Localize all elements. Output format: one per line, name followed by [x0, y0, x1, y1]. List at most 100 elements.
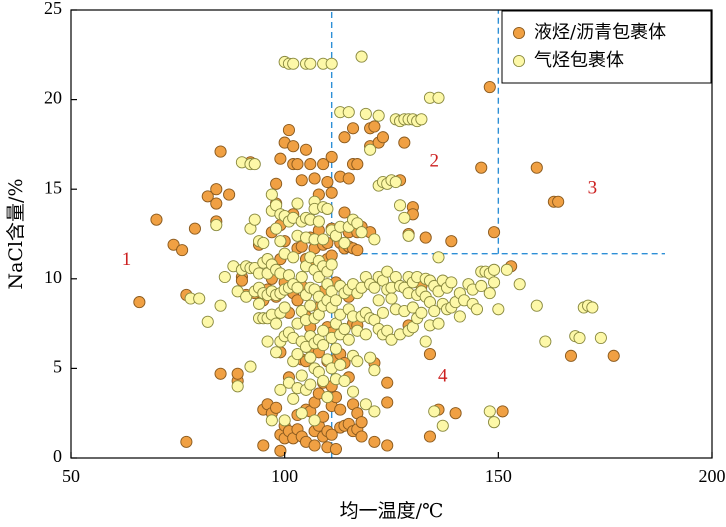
gas-point: [312, 215, 325, 228]
liquid-point: [419, 231, 432, 244]
liquid-point: [325, 150, 338, 163]
gas-point: [428, 405, 441, 418]
liquid-point: [381, 439, 394, 452]
y-axis-title: NaCl含量/%: [5, 178, 27, 289]
gas-point: [257, 236, 270, 250]
gas-point: [453, 310, 466, 323]
gas-point: [304, 299, 317, 312]
liquid-point: [176, 244, 189, 257]
gas-point: [329, 294, 342, 307]
gas-point: [432, 251, 445, 264]
gas-point: [372, 294, 385, 307]
gas-point: [355, 226, 368, 239]
gas-point: [321, 391, 334, 404]
liquid-point: [475, 161, 488, 174]
liquid-point: [317, 158, 330, 171]
liquid-point: [346, 122, 360, 135]
liquid-point: [167, 238, 180, 251]
gas-point: [359, 398, 372, 411]
liquid-point: [180, 435, 193, 448]
gas-point: [218, 270, 231, 284]
gas-point: [368, 281, 381, 294]
liquid-point: [496, 405, 509, 418]
region-label-1: 1: [122, 249, 132, 270]
liquid-point: [291, 294, 304, 307]
x-tick-label: 150: [485, 466, 512, 486]
gas-point: [573, 331, 586, 344]
liquid-point: [368, 435, 381, 448]
liquid-point: [133, 296, 146, 309]
gas-point: [265, 188, 278, 201]
region-label-2: 2: [429, 151, 439, 172]
gas-point: [368, 233, 381, 246]
gas-point: [385, 333, 398, 346]
gas-point: [432, 317, 445, 330]
gas-point: [355, 50, 368, 63]
axes: 50 100 150 200 0 5 10 15 20 25: [44, 0, 726, 486]
liquid-point: [445, 235, 458, 248]
liquid-point: [270, 401, 283, 414]
gas-point: [287, 392, 300, 405]
liquid-point: [274, 444, 287, 457]
gas-point: [415, 113, 428, 126]
liquid-point: [488, 226, 501, 239]
liquid-point: [282, 124, 295, 137]
gas-point: [470, 303, 484, 316]
liquid-point: [257, 439, 270, 452]
gas-point: [513, 278, 526, 291]
legend-marker: [512, 26, 526, 40]
liquid-point: [355, 416, 368, 429]
liquid-point: [214, 367, 227, 380]
liquid-point: [351, 158, 364, 171]
gas-point: [334, 358, 347, 371]
liquid-point: [368, 120, 381, 133]
liquid-point: [338, 131, 351, 144]
liquid-point: [355, 430, 368, 443]
liquid-point: [210, 197, 223, 210]
gas-point: [338, 322, 351, 336]
legend-label: 液烃/沥青包裹体: [534, 22, 666, 43]
gas-point: [291, 348, 304, 361]
gas-point: [351, 355, 364, 368]
series-gas-hydrocarbon-points: [184, 50, 607, 432]
gas-point: [432, 91, 445, 104]
gas-point: [270, 346, 283, 359]
gas-point: [240, 290, 253, 303]
x-tick-label: 50: [62, 466, 80, 486]
gas-point: [304, 57, 317, 70]
gas-point: [483, 405, 496, 418]
liquid-point: [334, 403, 347, 416]
region-label-3: 3: [588, 178, 598, 199]
liquid-point: [308, 439, 321, 452]
liquid-point: [607, 349, 620, 362]
gas-point: [492, 303, 505, 316]
liquid-point: [325, 428, 338, 441]
liquid-point: [381, 376, 394, 389]
liquid-point: [308, 172, 321, 185]
gas-point: [539, 335, 552, 348]
gas-point: [338, 236, 351, 250]
gas-point: [304, 378, 317, 391]
gas-point: [265, 414, 278, 427]
x-tick-label: 200: [699, 466, 726, 486]
y-tick-label: 15: [44, 177, 62, 197]
gas-point: [500, 263, 513, 276]
gas-point: [210, 218, 223, 232]
gas-point: [346, 385, 360, 398]
gas-point: [419, 335, 432, 348]
gas-point: [368, 405, 381, 418]
liquid-point: [398, 136, 411, 149]
liquid-point: [329, 442, 342, 456]
liquid-point: [235, 274, 248, 287]
gas-point: [291, 197, 304, 210]
gas-point: [329, 342, 342, 355]
gas-point: [334, 308, 347, 321]
gas-point: [304, 351, 317, 364]
gas-point: [321, 202, 334, 215]
gas-point: [364, 351, 377, 364]
liquid-point: [321, 175, 334, 189]
gas-point: [231, 285, 244, 298]
gas-point: [312, 270, 325, 284]
